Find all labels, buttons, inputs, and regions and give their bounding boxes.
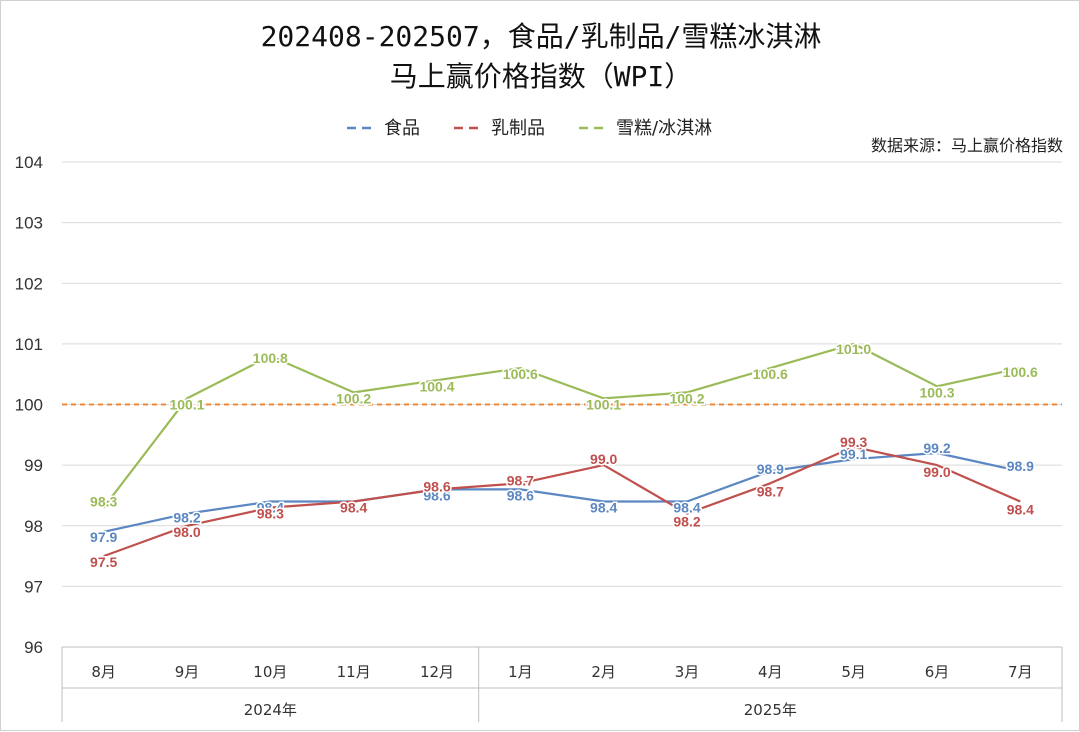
chart-title-line1: 202408-202507，食品/乳制品/雪糕冰淇淋 (261, 20, 822, 53)
y-tick-label: 97 (24, 577, 43, 596)
data-label: 98.4 (340, 500, 367, 516)
legend-entry: 雪糕/冰淇淋 (616, 118, 712, 139)
x-group-label: 2024年 (244, 701, 297, 719)
x-tick-label: 1月 (508, 663, 533, 681)
legend-entry: 乳制品 (491, 118, 545, 139)
data-label: 101.0 (836, 341, 871, 357)
y-tick-label: 103 (15, 214, 43, 233)
y-tick-label: 99 (24, 456, 43, 475)
x-tick-label: 2月 (591, 663, 616, 681)
data-label: 98.7 (757, 483, 784, 499)
y-tick-label: 101 (15, 335, 43, 354)
x-tick-label: 12月 (420, 663, 454, 681)
data-label: 98.9 (757, 461, 784, 477)
data-label: 100.6 (1003, 364, 1038, 380)
grid-lines (62, 162, 1062, 647)
data-label: 100.8 (253, 350, 288, 366)
y-tick-label: 96 (24, 638, 43, 657)
data-label: 98.6 (423, 478, 450, 494)
y-tick-label: 102 (15, 274, 43, 293)
series-layer (104, 344, 1021, 556)
data-label: 99.2 (923, 440, 950, 456)
x-tick-label: 3月 (675, 663, 700, 681)
x-group-label: 2025年 (744, 701, 797, 719)
legend-entry: 食品 (384, 118, 420, 139)
x-tick-label: 4月 (758, 663, 783, 681)
chart-title-line2: 马上赢价格指数（WPI） (390, 60, 693, 93)
data-label: 99.0 (923, 464, 950, 480)
x-tick-label: 5月 (841, 663, 866, 681)
data-label: 97.9 (90, 529, 117, 545)
series-line (104, 447, 1021, 556)
data-label: 100.1 (169, 396, 204, 412)
data-label: 98.3 (257, 506, 284, 522)
data-source-note: 数据来源：马上赢价格指数 (871, 136, 1063, 155)
data-label: 100.2 (336, 390, 371, 406)
data-label: 99.3 (840, 434, 867, 450)
x-tick-label: 10月 (253, 663, 287, 681)
data-label: 98.4 (1007, 502, 1034, 518)
data-label: 98.3 (90, 494, 117, 510)
data-label: 98.6 (507, 487, 534, 503)
y-tick-label: 100 (15, 396, 43, 415)
x-tick-label: 9月 (175, 663, 200, 681)
data-label: 100.3 (919, 384, 954, 400)
data-label: 98.4 (590, 500, 617, 516)
data-label: 97.5 (90, 554, 117, 570)
data-label: 98.2 (673, 514, 700, 530)
data-label: 98.7 (507, 472, 534, 488)
data-label: 99.0 (590, 451, 617, 467)
x-tick-label: 8月 (91, 663, 116, 681)
data-label: 100.6 (753, 366, 788, 382)
series-line (104, 344, 1021, 508)
data-label: 100.6 (503, 366, 538, 382)
y-tick-label: 98 (24, 517, 43, 536)
legend: 食品 乳制品 雪糕/冰淇淋 (347, 118, 712, 139)
data-label: 100.2 (669, 390, 704, 406)
y-tick-label: 104 (15, 153, 43, 172)
data-label: 100.4 (419, 378, 454, 394)
data-label: 98.0 (173, 524, 200, 540)
x-tick-label: 6月 (925, 663, 950, 681)
axes: 96 97 98 99 100 101 102 103 104 8月 9月 10月 11月 12月 1月 2月… (15, 153, 1062, 722)
data-label: 100.1 (586, 396, 621, 412)
data-label: 98.9 (1007, 458, 1034, 474)
x-tick-label: 11月 (337, 663, 371, 681)
x-tick-label: 7月 (1008, 663, 1033, 681)
